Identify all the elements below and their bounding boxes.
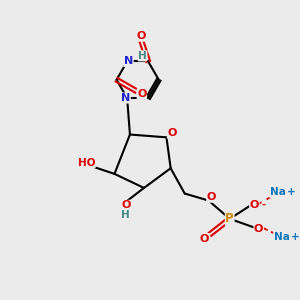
Text: O: O — [136, 31, 146, 41]
Text: O: O — [167, 128, 177, 138]
Text: P: P — [225, 212, 234, 225]
Text: H: H — [138, 51, 147, 61]
Text: Na: Na — [274, 232, 290, 242]
Text: -: - — [262, 200, 266, 210]
Text: N: N — [121, 93, 130, 103]
Text: O: O — [200, 233, 209, 244]
Text: O: O — [250, 200, 259, 210]
Text: O: O — [137, 89, 147, 99]
Text: HO: HO — [78, 158, 95, 168]
Text: O: O — [121, 200, 130, 210]
Text: +: + — [287, 187, 296, 197]
Text: +: + — [291, 232, 300, 242]
Text: H: H — [121, 211, 130, 220]
Text: O: O — [254, 224, 263, 234]
Text: N: N — [124, 56, 133, 67]
Text: Na: Na — [269, 187, 285, 197]
Text: O: O — [207, 192, 216, 202]
